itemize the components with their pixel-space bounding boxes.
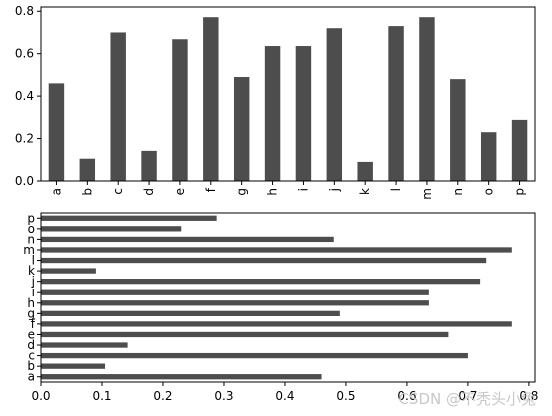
y-tick-label: o — [28, 222, 35, 236]
y-tick-label: i — [32, 285, 35, 299]
x-tick-label: g — [235, 188, 249, 196]
axes-frame — [40, 6, 536, 182]
y-tick-label: b — [27, 359, 35, 373]
bar-j — [41, 279, 481, 285]
x-tick-label: e — [173, 188, 187, 195]
bar-i — [295, 46, 312, 182]
bar-p — [41, 215, 217, 221]
x-tick-label: p — [513, 188, 527, 196]
x-tick-label: o — [482, 188, 496, 195]
bar-n — [41, 236, 334, 243]
bar-h — [264, 46, 281, 182]
bar-k — [357, 161, 373, 181]
y-tick-label: n — [27, 232, 35, 246]
bar-e — [41, 331, 449, 338]
x-tick-label: a — [49, 188, 63, 195]
x-tick-label: n — [451, 188, 465, 196]
x-tick-label: i — [296, 188, 310, 191]
x-tick-label: 0.6 — [397, 389, 416, 403]
bar-d — [141, 150, 157, 181]
bar-m — [41, 247, 512, 253]
bar-c — [110, 32, 126, 182]
x-tick-label: 0.5 — [336, 389, 355, 403]
y-tick-label: f — [31, 317, 36, 331]
bar-o — [480, 132, 497, 181]
y-tick-label: 0.6 — [15, 47, 34, 61]
bar-l — [41, 257, 487, 264]
y-tick-label: 0.0 — [15, 174, 34, 188]
x-tick-label: 0.1 — [92, 389, 111, 403]
bar-n — [450, 79, 466, 181]
x-tick-label: f — [204, 187, 218, 192]
y-tick-label: 0.2 — [15, 132, 34, 146]
y-tick-label: a — [28, 370, 35, 384]
x-tick-label: d — [142, 188, 156, 196]
y-tick-label: 0.8 — [15, 4, 34, 18]
y-tick-label: m — [23, 243, 35, 257]
bar-d — [41, 342, 128, 348]
bar-g — [233, 77, 250, 181]
x-tick-label: l — [389, 188, 403, 191]
x-tick-label: 0.2 — [153, 389, 172, 403]
y-tick-label: h — [27, 296, 35, 310]
bar-g — [41, 310, 340, 316]
axes-frame — [40, 212, 536, 383]
x-tick-label: j — [327, 188, 341, 192]
x-tick-label: k — [358, 188, 372, 195]
watermark: CSDN @不秃头小兔 — [398, 390, 536, 408]
bar-b — [41, 363, 106, 369]
bar-i — [41, 289, 429, 295]
y-tick-label: p — [27, 211, 35, 225]
bar-j — [326, 28, 343, 181]
y-tick-label: d — [27, 338, 35, 352]
x-tick-label: 0.0 — [31, 389, 50, 403]
bar-h — [41, 300, 429, 306]
x-tick-label: h — [266, 188, 280, 196]
x-tick-label: 0.7 — [458, 389, 477, 403]
bar-b — [79, 158, 96, 181]
y-tick-label: j — [31, 275, 35, 289]
bar-o — [41, 226, 182, 232]
bar-e — [172, 39, 188, 181]
bar-a — [48, 83, 65, 181]
x-tick-label: b — [80, 188, 94, 196]
x-tick-label: 0.4 — [275, 389, 294, 403]
x-tick-label: c — [111, 188, 125, 195]
bar-k — [41, 268, 96, 274]
bar-a — [41, 374, 322, 380]
x-tick-label: m — [420, 188, 434, 200]
y-tick-label: c — [28, 349, 35, 363]
bar-p — [511, 119, 528, 181]
x-tick-label: 0.8 — [519, 389, 538, 403]
y-tick-label: k — [28, 264, 35, 278]
bar-l — [388, 26, 404, 181]
y-tick-label: l — [32, 254, 35, 268]
vertical-bar-chart: 0.0 0.2 0.4 0.6 0.8 a b c d e f g h i j k l m n o p — [15, 4, 536, 200]
x-tick-label: 0.3 — [214, 389, 233, 403]
y-tick-label: e — [28, 327, 35, 341]
y-tick-label: 0.4 — [15, 89, 34, 103]
bar-c — [41, 352, 468, 359]
bar-m — [419, 17, 435, 182]
bar-f — [41, 321, 512, 327]
y-tick-label: g — [27, 306, 35, 320]
bar-f — [203, 17, 219, 182]
